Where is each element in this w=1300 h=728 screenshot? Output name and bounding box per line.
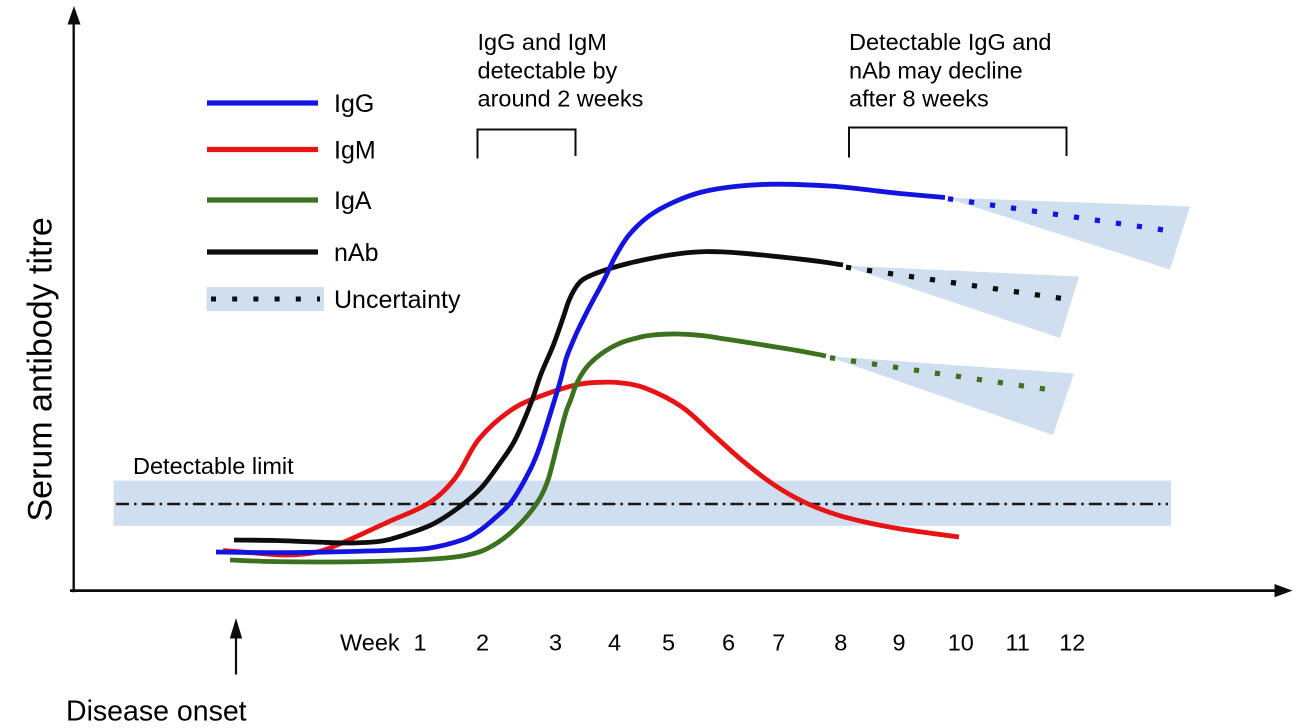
svg-text:nAb may decline: nAb may decline xyxy=(849,57,1023,83)
svg-text:4: 4 xyxy=(608,630,621,656)
svg-text:detectable by: detectable by xyxy=(478,57,618,83)
svg-text:Disease onset: Disease onset xyxy=(66,696,247,728)
svg-text:Week: Week xyxy=(340,630,400,656)
svg-text:IgA: IgA xyxy=(334,187,372,215)
svg-text:10: 10 xyxy=(948,630,974,656)
svg-text:5: 5 xyxy=(662,630,675,656)
svg-text:1: 1 xyxy=(413,630,426,656)
svg-text:Serum antibody titre: Serum antibody titre xyxy=(22,217,60,521)
svg-text:3: 3 xyxy=(549,630,562,656)
svg-text:8: 8 xyxy=(834,630,847,656)
svg-text:Uncertainty: Uncertainty xyxy=(334,286,461,314)
svg-text:11: 11 xyxy=(1005,630,1029,656)
svg-text:IgM: IgM xyxy=(334,137,376,165)
svg-text:Detectable limit: Detectable limit xyxy=(133,453,294,479)
svg-text:Detectable IgG and: Detectable IgG and xyxy=(849,29,1052,55)
svg-text:around 2 weeks: around 2 weeks xyxy=(478,86,644,112)
svg-text:2: 2 xyxy=(476,630,489,656)
svg-text:IgG and IgM: IgG and IgM xyxy=(478,29,607,55)
svg-text:12: 12 xyxy=(1059,630,1085,656)
svg-text:nAb: nAb xyxy=(334,239,378,267)
svg-text:after 8 weeks: after 8 weeks xyxy=(849,86,989,112)
svg-text:6: 6 xyxy=(722,630,735,656)
svg-text:7: 7 xyxy=(772,630,785,656)
svg-text:IgG: IgG xyxy=(334,90,374,118)
svg-text:9: 9 xyxy=(892,630,905,656)
